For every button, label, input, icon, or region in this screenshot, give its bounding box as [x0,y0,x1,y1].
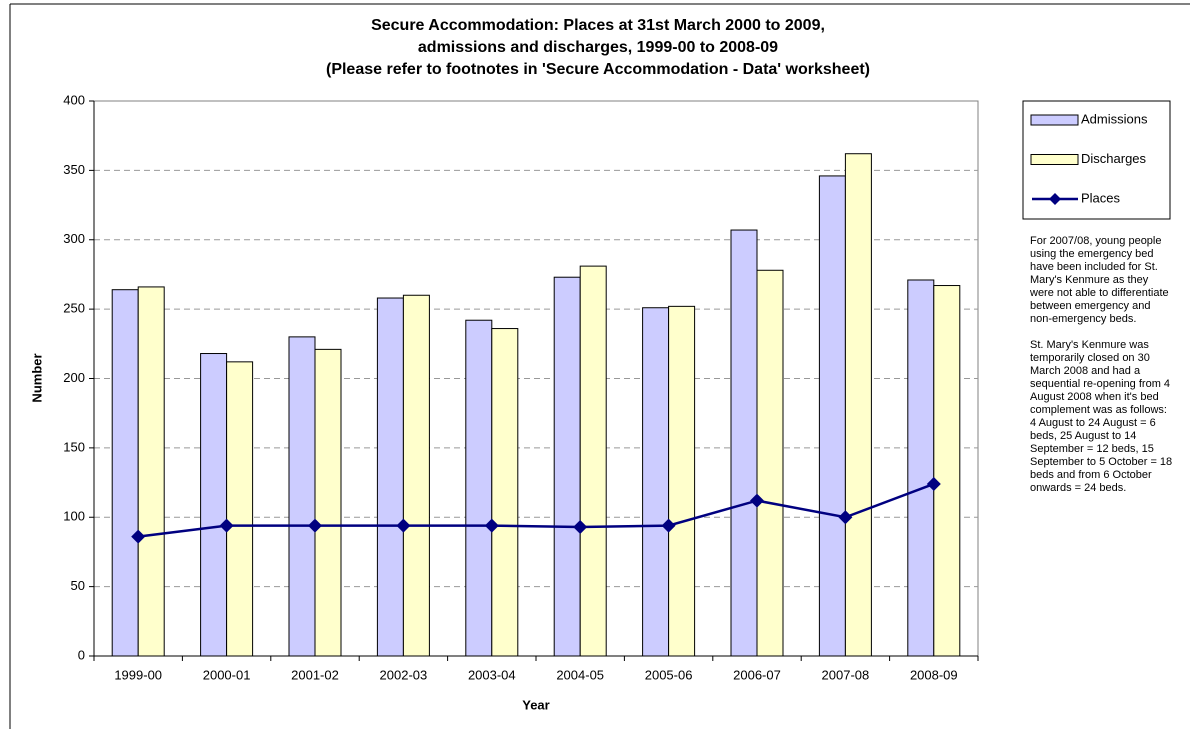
y-tick-label: 100 [63,509,85,524]
x-tick-label: 2002-03 [380,667,428,682]
x-tick-label: 2007-08 [822,667,870,682]
y-tick-label: 200 [63,370,85,385]
point [484,518,499,533]
legend-swatch [1030,114,1079,126]
point [219,518,234,533]
legend-label: Discharges [1081,151,1147,166]
bar [844,153,872,657]
point [661,518,676,533]
bar [907,279,935,657]
y-tick-label: 50 [71,578,85,593]
chart-title: admissions and discharges, 1999-00 to 20… [418,39,778,56]
bar [553,276,581,657]
point [308,518,322,533]
x-tick-label: 2000-01 [203,667,251,682]
x-tick-label: 2004-05 [556,667,604,682]
bar [288,336,316,657]
bar [491,328,519,657]
point [838,510,853,525]
bar [730,229,758,657]
line [138,482,935,538]
annotation: St. Mary's Kenmure was temporarily close… [1030,339,1173,494]
point [573,519,588,534]
bar [226,361,254,657]
bar [314,348,342,657]
chart-title: Secure Accommodation: Places at 31st Mar… [371,17,825,34]
y-tick-label: 0 [78,647,85,662]
y-tick-label: 300 [63,231,85,246]
bar [137,286,165,657]
y-tick-label: 250 [63,301,85,316]
chart-title: (Please refer to footnotes in 'Secure Ac… [326,61,870,78]
footnotes: For 2007/08, young people using the emer… [1030,235,1175,508]
point [131,529,146,544]
x-tick-label: 2008-09 [910,667,958,682]
x-tick-label: 2006-07 [733,667,781,682]
annotation: For 2007/08, young people using the emer… [1030,235,1169,325]
y-axis-label: Number [29,353,44,402]
x-tick-label: 1999-00 [114,667,162,682]
point [750,493,764,508]
y-tick-label: 350 [63,162,85,177]
y-tick-label: 400 [63,92,85,107]
bar [933,285,961,657]
x-tick-label: 2005-06 [645,667,693,682]
bar [756,269,784,657]
legend-swatch [1049,193,1061,205]
bar [376,297,404,657]
bar [465,319,493,657]
point [396,518,411,533]
bar [111,289,139,657]
legend-label: Places [1081,190,1121,205]
legend-label: Admissions [1081,111,1148,126]
bar [668,305,696,657]
point [926,476,941,491]
bar [402,294,430,657]
legend-swatch [1030,154,1079,165]
x-tick-label: 2003-04 [468,667,516,682]
bar [642,307,670,657]
x-tick-label: 2001-02 [291,667,339,682]
bar [579,265,607,657]
y-tick-label: 150 [63,439,85,454]
x-axis-label: Year [522,697,549,712]
bar [818,175,846,657]
bar [200,353,228,657]
